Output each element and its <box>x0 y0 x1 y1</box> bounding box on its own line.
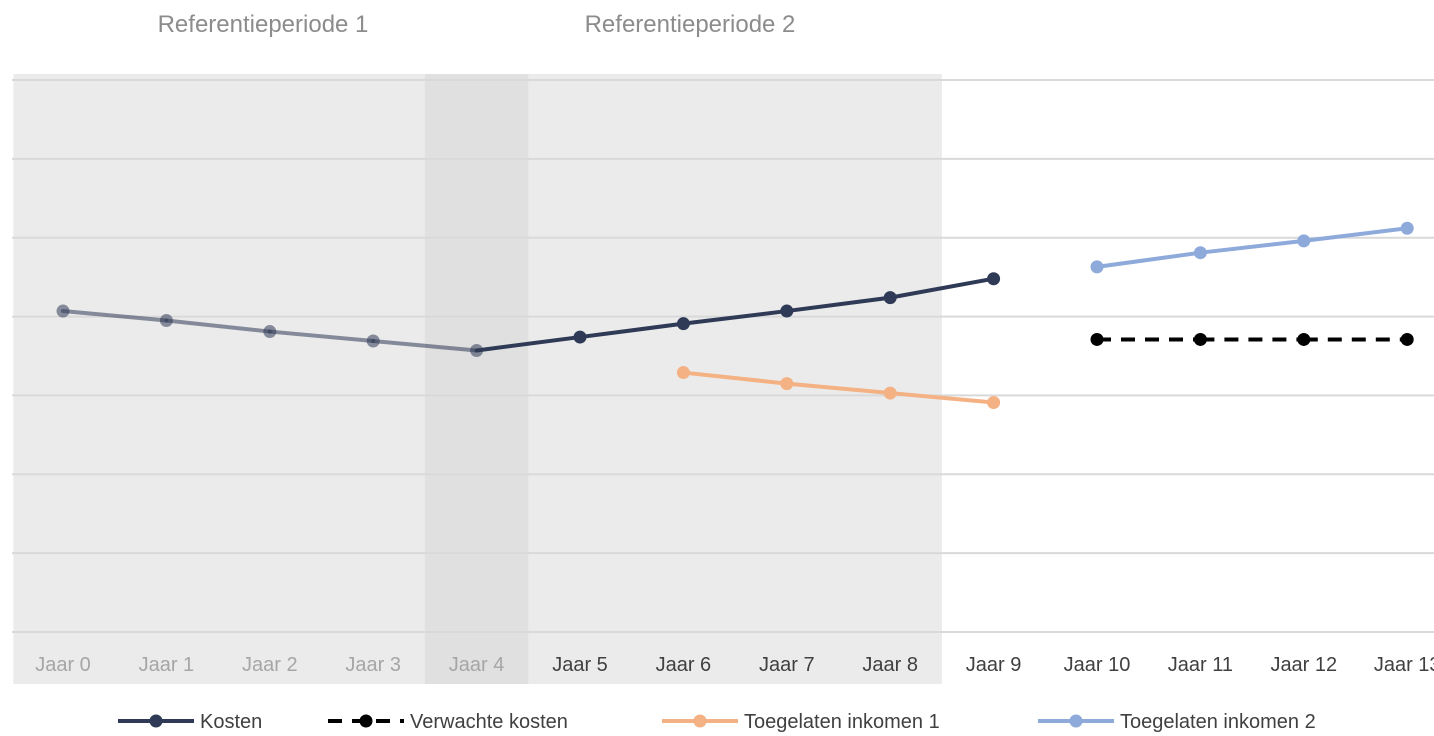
series-line-toegelaten-inkomen-2 <box>1095 250 1203 269</box>
legend-label: Kosten <box>200 711 262 733</box>
legend-item-kosten: Kosten <box>118 711 262 733</box>
series-line-kosten <box>61 309 169 323</box>
legend-marker <box>359 714 373 728</box>
series-line-kosten <box>681 309 789 326</box>
legend-label: Toegelaten inkomen 2 <box>1120 711 1316 733</box>
x-tick-label: Jaar 5 <box>552 654 608 676</box>
data-point-kosten <box>470 343 484 357</box>
series-line-toegelaten-inkomen-1 <box>784 381 893 396</box>
data-point-toegelaten-inkomen-2 <box>1400 221 1414 235</box>
series-line-toegelaten-inkomen-1 <box>888 391 996 405</box>
series-line-kosten <box>578 321 686 340</box>
data-point-kosten <box>573 330 587 344</box>
data-point-kosten <box>56 304 70 318</box>
reference-period-labels: Referentieperiode 1 Referentieperiode 2 <box>158 11 796 38</box>
x-tick-label: Jaar 3 <box>345 654 401 676</box>
data-point-toegelaten-inkomen-1 <box>987 396 1001 410</box>
data-point-kosten <box>676 317 690 331</box>
legend-label: Toegelaten inkomen 1 <box>744 711 940 733</box>
legend-label: Verwachte kosten <box>410 711 568 733</box>
legend-item-verwachte-kosten: Verwachte kosten <box>328 711 568 733</box>
x-tick-label: Jaar 13 <box>1374 654 1434 676</box>
legend-item-toegelaten-inkomen-2: Toegelaten inkomen 2 <box>1038 711 1316 733</box>
series-line-kosten <box>371 339 479 353</box>
x-tick-label: Jaar 8 <box>862 654 918 676</box>
data-point-kosten <box>780 304 794 318</box>
series-line-kosten <box>888 276 996 300</box>
data-point-kosten <box>263 325 277 339</box>
data-point-toegelaten-inkomen-1 <box>780 377 794 391</box>
data-point-verwachte-kosten <box>1400 332 1414 346</box>
data-point-toegelaten-inkomen-1 <box>883 386 897 400</box>
series-line-kosten <box>784 295 893 314</box>
x-axis-tick-labels: Jaar 0 Jaar 1 Jaar 2 Jaar 3 Jaar 4 Jaar 5 Jaar… <box>35 654 1434 676</box>
series-line-kosten <box>474 335 582 353</box>
data-point-kosten <box>366 334 380 348</box>
legend-marker <box>693 714 707 728</box>
data-point-verwachte-kosten <box>1193 332 1207 346</box>
data-point-verwachte-kosten <box>1090 332 1104 346</box>
x-tick-label: Jaar 6 <box>656 654 712 676</box>
reference-period-bands <box>13 74 942 684</box>
legend-item-toegelaten-inkomen-1: Toegelaten inkomen 1 <box>662 711 940 733</box>
legend: Kosten Verwachte kosten Toegelaten inkomen… <box>118 711 1316 733</box>
data-point-kosten <box>159 314 173 328</box>
series-line-kosten <box>164 318 272 334</box>
legend-marker <box>1069 714 1083 728</box>
data-point-toegelaten-inkomen-2 <box>1090 260 1104 274</box>
series-line-toegelaten-inkomen-2 <box>1301 226 1410 243</box>
data-point-toegelaten-inkomen-2 <box>1297 234 1311 248</box>
reference-period-label: Referentieperiode 1 <box>158 11 369 38</box>
x-tick-label: Jaar 0 <box>35 654 91 676</box>
data-point-toegelaten-inkomen-1 <box>676 366 690 380</box>
x-tick-label: Jaar 2 <box>242 654 298 676</box>
series-line-toegelaten-inkomen-1 <box>681 370 789 386</box>
legend-marker <box>149 714 163 728</box>
series-line-kosten <box>267 329 376 344</box>
series-points <box>56 221 1414 410</box>
x-tick-label: Jaar 12 <box>1270 654 1337 676</box>
x-tick-label: Jaar 11 <box>1168 654 1233 676</box>
x-tick-label: Jaar 4 <box>449 654 505 676</box>
data-point-kosten <box>987 272 1001 286</box>
data-point-kosten <box>883 291 897 305</box>
reference-period-label: Referentieperiode 2 <box>585 11 796 38</box>
gridlines <box>12 79 1434 633</box>
reference-period-overlap-band <box>424 74 529 684</box>
series-line-toegelaten-inkomen-2 <box>1198 238 1306 255</box>
x-tick-label: Jaar 9 <box>966 654 1022 676</box>
data-point-verwachte-kosten <box>1297 332 1311 346</box>
data-point-toegelaten-inkomen-2 <box>1193 246 1207 260</box>
x-tick-label: Jaar 7 <box>759 654 815 676</box>
series-lines <box>61 226 1410 405</box>
x-tick-label: Jaar 10 <box>1064 654 1131 676</box>
x-tick-label: Jaar 1 <box>139 654 195 676</box>
